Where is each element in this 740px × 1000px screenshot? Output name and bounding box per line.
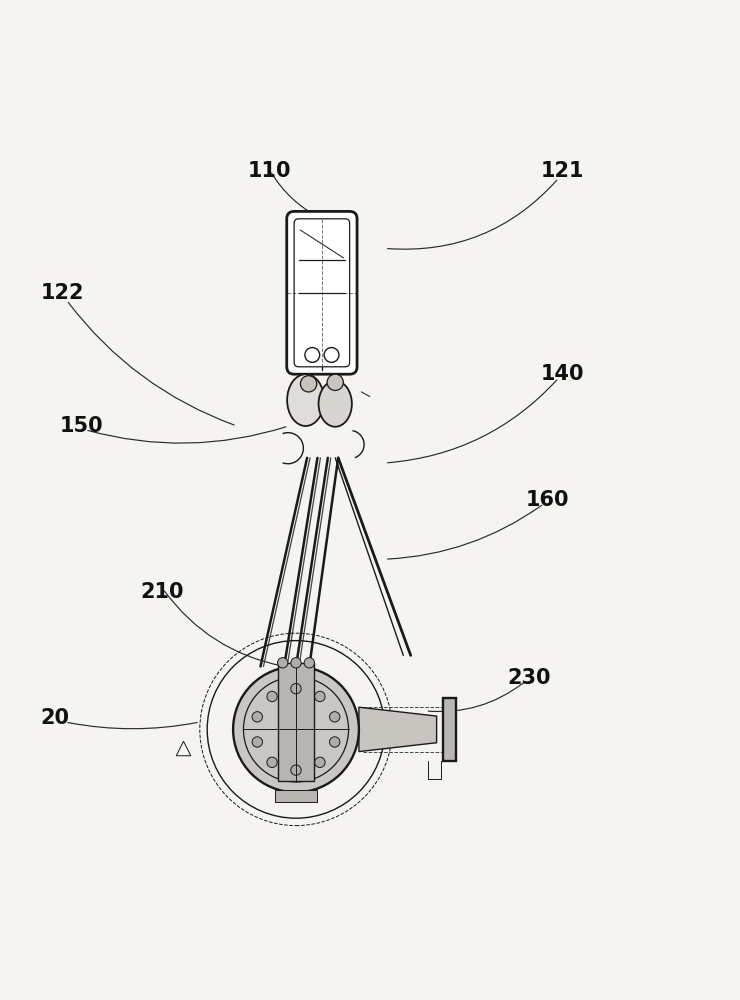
Circle shape: [304, 658, 314, 668]
Text: 122: 122: [41, 283, 84, 303]
Circle shape: [329, 737, 340, 747]
Circle shape: [314, 757, 325, 768]
Circle shape: [314, 691, 325, 702]
Circle shape: [278, 658, 288, 668]
Circle shape: [267, 691, 278, 702]
Circle shape: [233, 666, 359, 792]
Text: 140: 140: [540, 364, 584, 384]
Circle shape: [252, 737, 263, 747]
Text: 210: 210: [141, 582, 184, 602]
Circle shape: [267, 757, 278, 768]
FancyBboxPatch shape: [278, 663, 314, 781]
Circle shape: [291, 684, 301, 694]
FancyBboxPatch shape: [275, 790, 317, 802]
Ellipse shape: [287, 374, 324, 426]
Text: 121: 121: [540, 161, 584, 181]
Circle shape: [324, 348, 339, 362]
Circle shape: [300, 376, 317, 392]
Circle shape: [329, 712, 340, 722]
Text: 230: 230: [507, 668, 551, 688]
Circle shape: [305, 348, 320, 362]
Text: 20: 20: [41, 708, 70, 728]
Circle shape: [327, 374, 343, 390]
Text: 160: 160: [525, 490, 569, 510]
FancyArrowPatch shape: [361, 392, 370, 397]
Circle shape: [252, 712, 263, 722]
FancyBboxPatch shape: [443, 698, 456, 761]
Text: 110: 110: [248, 161, 292, 181]
Text: 150: 150: [59, 416, 103, 436]
Polygon shape: [359, 707, 437, 752]
FancyBboxPatch shape: [287, 211, 357, 374]
Ellipse shape: [319, 381, 352, 427]
Circle shape: [291, 765, 301, 775]
Circle shape: [291, 658, 301, 668]
